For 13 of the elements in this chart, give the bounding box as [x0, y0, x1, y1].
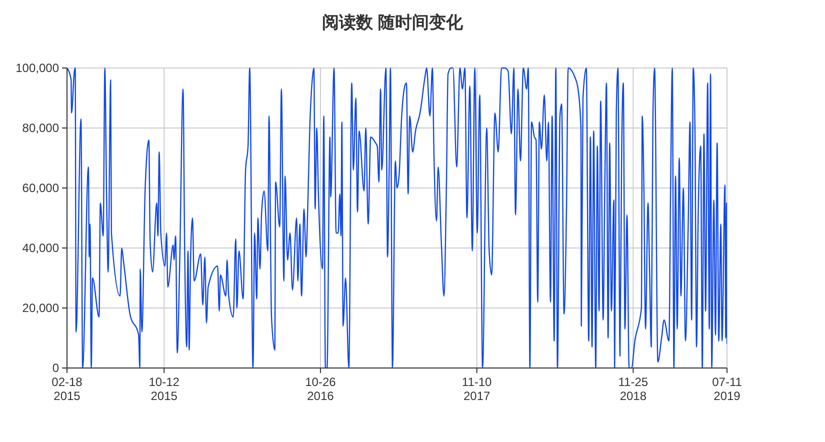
chart-title: 阅读数 随时间变化: [322, 13, 464, 32]
x-tick-label: 02-18 2015: [52, 375, 83, 403]
x-tick-label: 11-10 2017: [462, 375, 492, 403]
x-tick-label: 07-11 2019: [712, 375, 742, 403]
y-tick-label: 40,000: [22, 241, 60, 256]
y-tick-label: 20,000: [22, 301, 60, 316]
y-tick-label: 0: [52, 361, 60, 376]
x-tick-label: 10-26 2016: [305, 375, 336, 403]
x-tick-label: 10-12 2015: [148, 375, 180, 403]
y-tick-label: 80,000: [22, 121, 60, 136]
y-tick-label: 60,000: [22, 181, 60, 196]
y-tick-label: 100,000: [16, 61, 60, 76]
x-tick-label: 11-25 2018: [618, 375, 648, 403]
